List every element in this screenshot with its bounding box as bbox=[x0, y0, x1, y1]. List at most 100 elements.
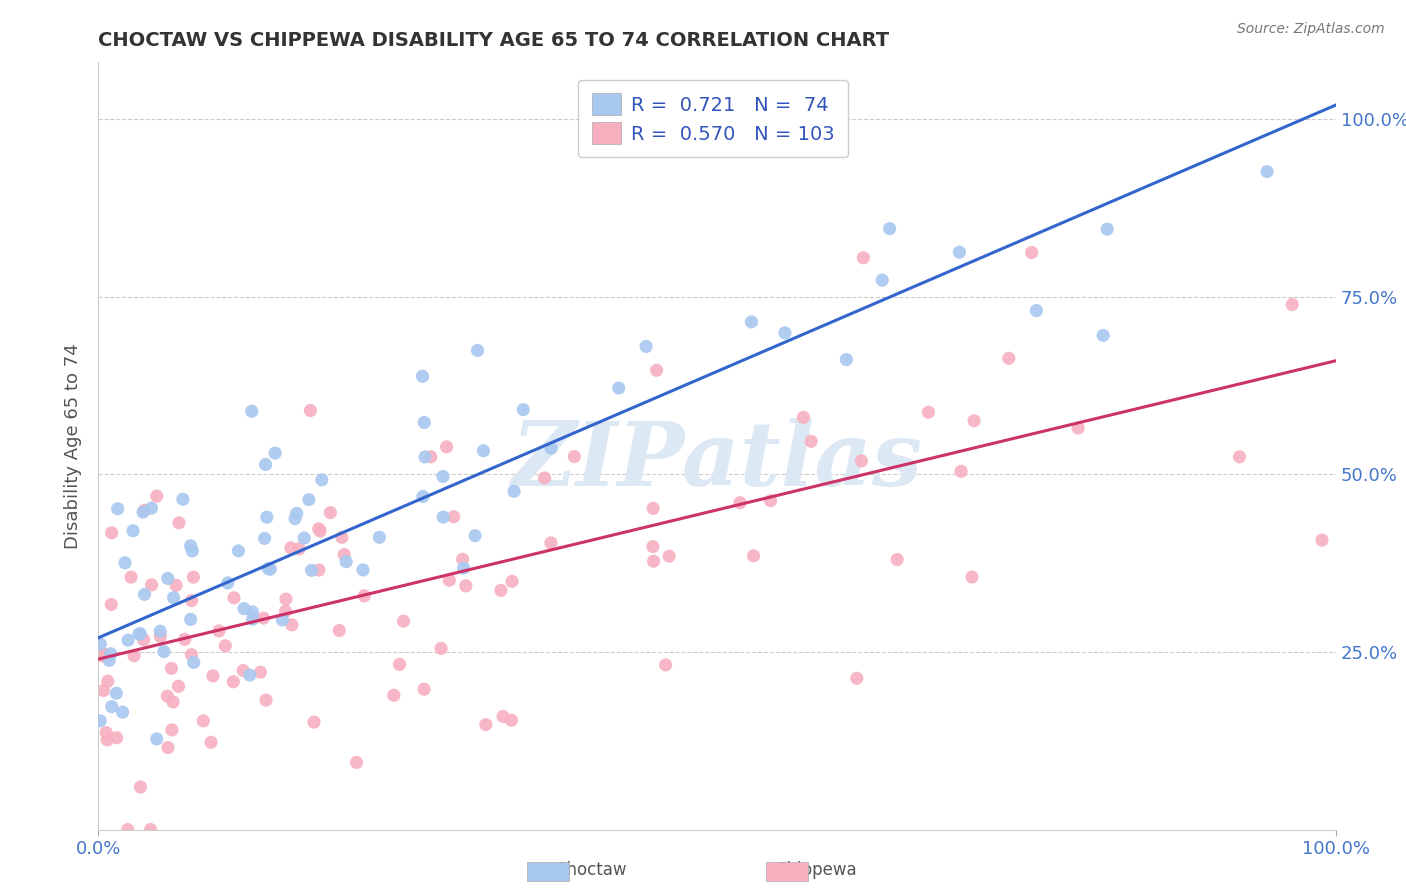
Point bbox=[134, 503, 156, 517]
Point bbox=[281, 618, 304, 632]
Point bbox=[91, 649, 114, 664]
Point bbox=[392, 614, 415, 628]
Point bbox=[636, 339, 658, 353]
Point bbox=[451, 552, 474, 566]
Point bbox=[963, 414, 986, 428]
Point bbox=[412, 490, 434, 504]
Point bbox=[835, 352, 858, 367]
Point bbox=[432, 510, 454, 524]
Point bbox=[464, 529, 486, 543]
Point bbox=[412, 369, 434, 384]
Point bbox=[141, 501, 163, 516]
Point bbox=[492, 709, 515, 723]
Point bbox=[413, 416, 436, 430]
Point bbox=[256, 510, 278, 524]
Point bbox=[533, 471, 555, 485]
Point bbox=[160, 723, 183, 737]
Point bbox=[439, 573, 461, 587]
Point bbox=[105, 686, 128, 700]
Point bbox=[432, 469, 454, 483]
Point bbox=[162, 591, 184, 605]
Point bbox=[501, 574, 523, 589]
Point bbox=[91, 646, 114, 660]
Point bbox=[292, 531, 315, 545]
Point bbox=[252, 611, 274, 625]
Point bbox=[89, 714, 111, 728]
Point bbox=[100, 598, 122, 612]
Point bbox=[641, 540, 664, 554]
Point bbox=[299, 403, 322, 417]
Point bbox=[280, 541, 302, 555]
Point bbox=[232, 664, 254, 678]
Point bbox=[100, 647, 122, 661]
Text: Chippewa: Chippewa bbox=[775, 861, 856, 879]
Point bbox=[180, 612, 202, 626]
Point bbox=[98, 653, 121, 667]
Point bbox=[330, 530, 353, 544]
Point bbox=[156, 740, 179, 755]
Point bbox=[129, 780, 152, 794]
Point bbox=[742, 549, 765, 563]
Point bbox=[96, 732, 118, 747]
Point bbox=[222, 674, 245, 689]
Point bbox=[540, 441, 562, 455]
Point bbox=[132, 505, 155, 519]
Point bbox=[117, 633, 139, 648]
Point bbox=[333, 548, 356, 562]
Point bbox=[132, 632, 155, 647]
Text: Choctaw: Choctaw bbox=[555, 861, 626, 879]
Point bbox=[298, 492, 321, 507]
Point bbox=[870, 273, 893, 287]
Point bbox=[501, 713, 523, 727]
Point bbox=[800, 434, 823, 449]
Point bbox=[454, 579, 477, 593]
Point bbox=[193, 714, 215, 728]
Point bbox=[145, 489, 167, 503]
Point bbox=[172, 492, 194, 507]
Point bbox=[180, 648, 202, 662]
Point bbox=[607, 381, 630, 395]
Text: ZIPatlas: ZIPatlas bbox=[512, 418, 922, 505]
Point bbox=[564, 450, 586, 464]
Point bbox=[274, 604, 297, 618]
Point bbox=[328, 624, 350, 638]
Point bbox=[183, 570, 205, 584]
Point bbox=[382, 688, 405, 702]
Point bbox=[139, 822, 162, 837]
Point bbox=[242, 605, 264, 619]
Point bbox=[997, 351, 1019, 366]
Point bbox=[353, 589, 375, 603]
Point bbox=[472, 443, 495, 458]
Point bbox=[453, 561, 475, 575]
Point bbox=[167, 679, 190, 693]
Point bbox=[181, 544, 204, 558]
Point bbox=[413, 682, 436, 697]
Point bbox=[917, 405, 939, 419]
Point bbox=[228, 544, 250, 558]
Point bbox=[335, 555, 357, 569]
Point bbox=[1310, 533, 1333, 548]
Point bbox=[240, 404, 263, 418]
Point bbox=[271, 613, 294, 627]
Point bbox=[254, 693, 277, 707]
Point bbox=[503, 484, 526, 499]
Point bbox=[200, 735, 222, 749]
Point bbox=[792, 410, 814, 425]
Point bbox=[302, 715, 325, 730]
Point bbox=[100, 525, 122, 540]
Point bbox=[368, 530, 391, 544]
Point bbox=[852, 251, 875, 265]
Point bbox=[145, 731, 167, 746]
Point bbox=[1092, 328, 1115, 343]
Point bbox=[259, 562, 281, 576]
Point bbox=[308, 522, 330, 536]
Point bbox=[149, 629, 172, 643]
Point bbox=[1229, 450, 1251, 464]
Point bbox=[180, 593, 202, 607]
Point bbox=[264, 446, 287, 460]
Point bbox=[156, 571, 179, 585]
Point bbox=[217, 576, 239, 591]
Point bbox=[249, 665, 271, 680]
Point bbox=[105, 731, 128, 745]
Point bbox=[948, 245, 970, 260]
